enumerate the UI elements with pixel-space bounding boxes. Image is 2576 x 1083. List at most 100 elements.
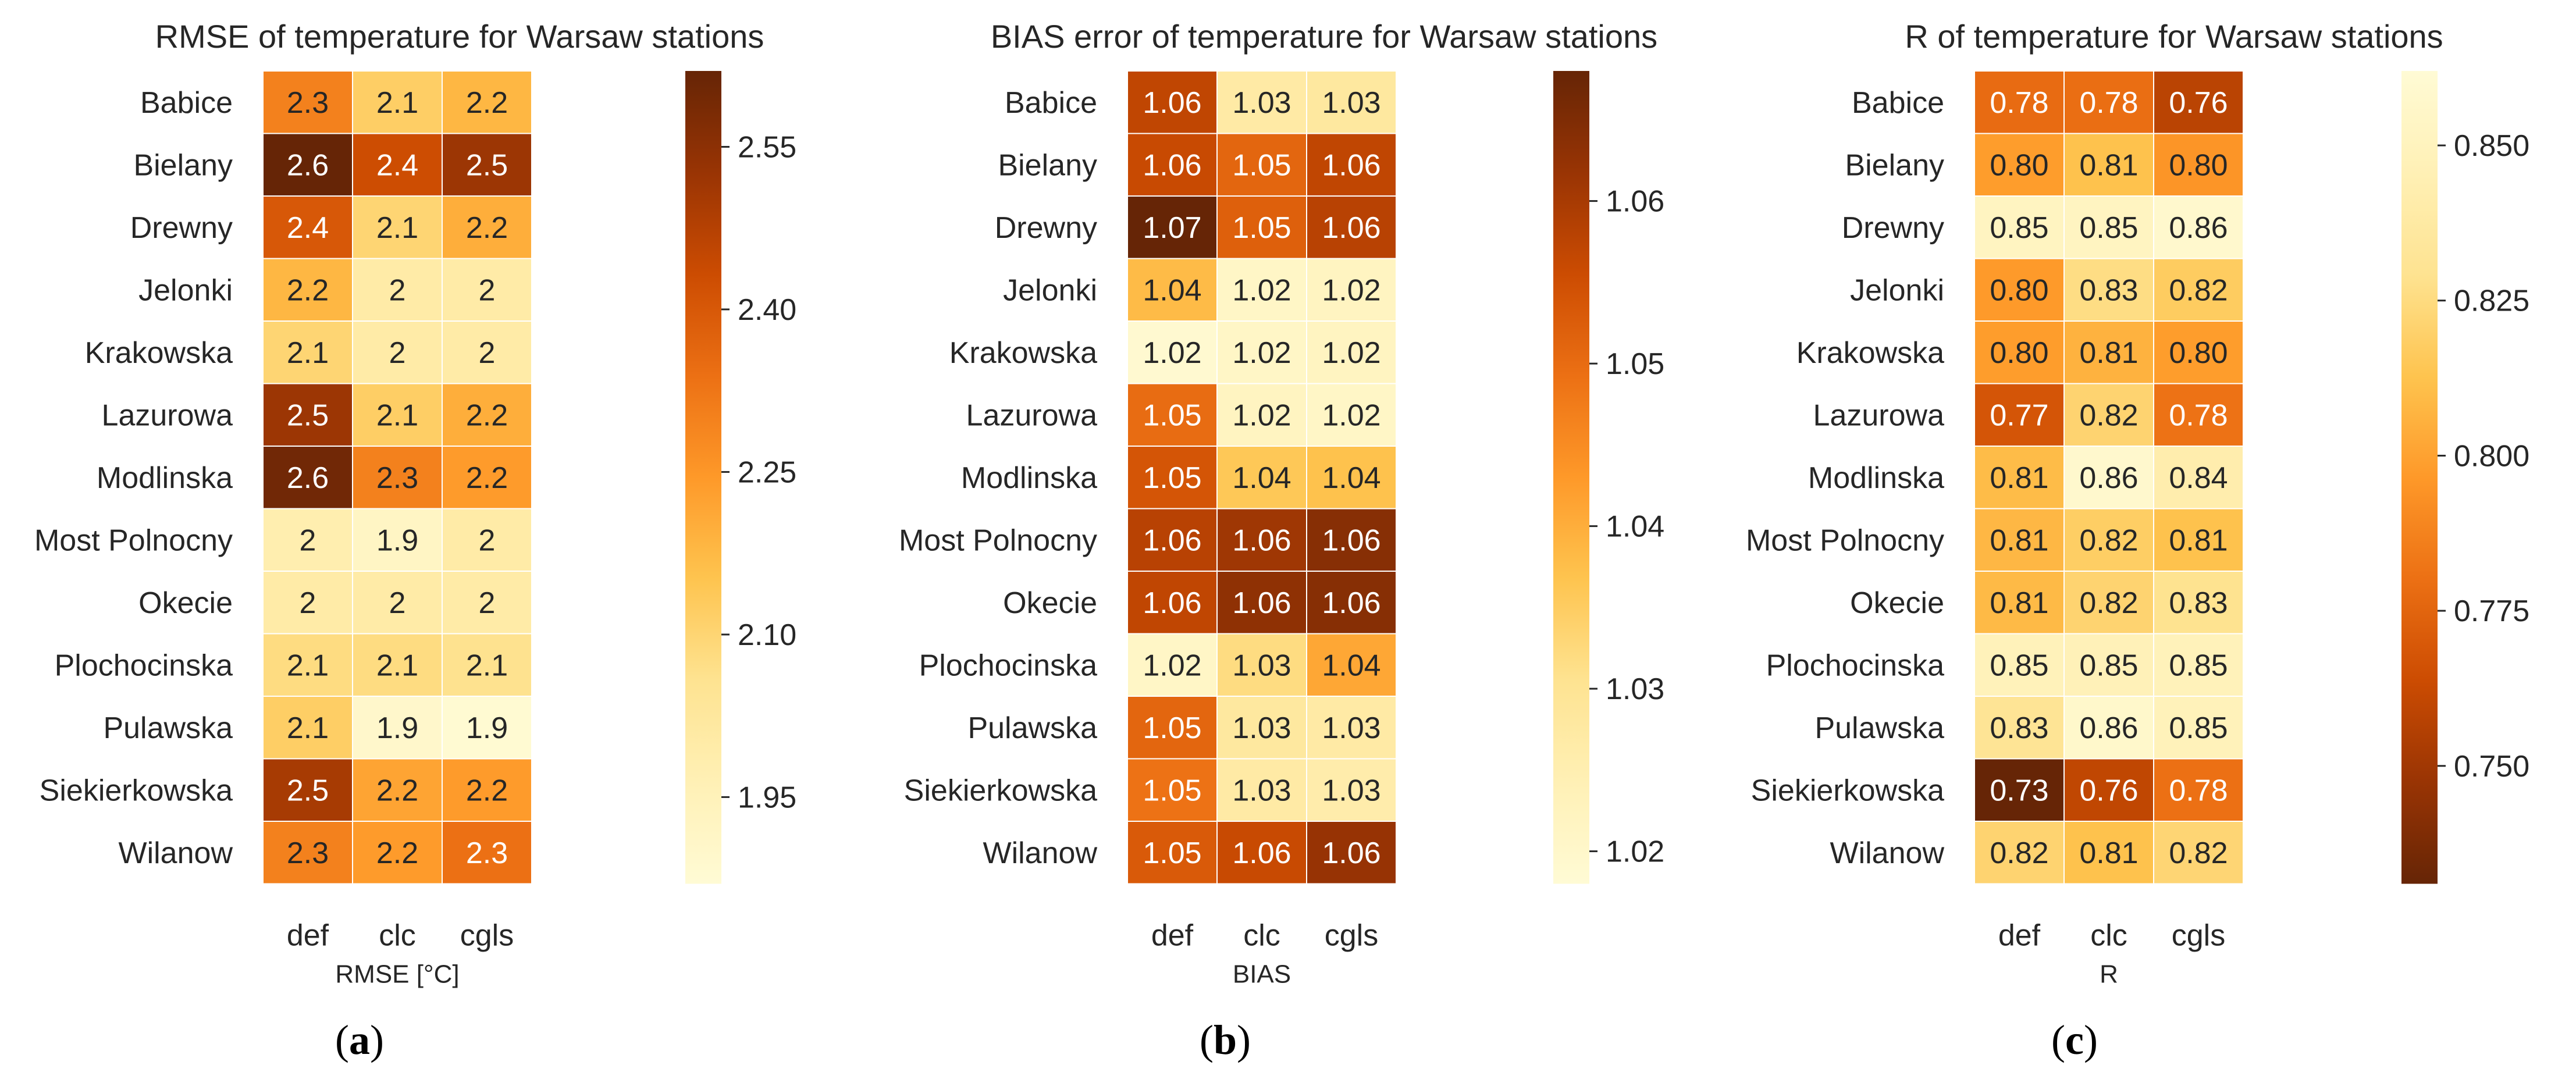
heatmap-cell-jelonki-def (1974, 258, 2065, 322)
data-label: 0.80 (2169, 336, 2228, 370)
data-label: 0.85 (2169, 711, 2228, 745)
data-label: 2.5 (287, 398, 329, 432)
heatmap-cell-wilanow-cgls (442, 821, 532, 885)
heatmap-cell-lazurowa-def (1974, 383, 2065, 447)
y-tick-label: Krakowska (1796, 336, 1944, 370)
heatmap-cell-babice-def (1974, 70, 2065, 134)
heatmap-cell-okecie-def (1974, 571, 2065, 635)
heatmap-cell-modlinska-cgls (442, 446, 532, 510)
data-label: 0.82 (2079, 398, 2138, 432)
y-tick-label: Pulawska (103, 711, 233, 745)
data-label: 1.04 (1232, 461, 1291, 495)
data-label: 1.05 (1143, 836, 1201, 870)
heatmap-cell-drewny-cgls (1306, 195, 1397, 259)
heatmap-cell-babice-cgls (1306, 70, 1397, 134)
heatmap-panel-a: RMSE of temperature for Warsaw stations 2… (34, 18, 796, 1063)
data-label: 1.02 (1143, 649, 1201, 682)
y-tick-label: Siekierkowska (1751, 774, 1944, 807)
heatmap-panel-c: R of temperature for Warsaw stations 0.78… (1746, 18, 2529, 1063)
data-label: 2 (479, 336, 496, 370)
y-tick-label: Most Polnocny (34, 523, 233, 557)
colorbar-tick-label: 1.04 (1606, 510, 1664, 544)
colorbar-tick-label: 2.55 (738, 130, 796, 164)
heatmap-cell-krakowska-clc (2063, 320, 2154, 384)
heatmap-cell-lazurowa-cgls (1306, 383, 1397, 447)
data-label: 0.82 (1990, 836, 2048, 870)
data-label: 2.2 (287, 273, 329, 307)
x-axis-label: R (2100, 960, 2118, 989)
data-label: 1.04 (1322, 649, 1380, 682)
data-label: 1.9 (466, 711, 508, 745)
data-label: 0.85 (2079, 649, 2138, 682)
data-label: 0.78 (2169, 774, 2228, 807)
data-label: 0.83 (1990, 711, 2048, 745)
heatmap-cell-lazurowa-def (1127, 383, 1218, 447)
y-tick-label: Wilanow (119, 836, 233, 870)
data-label: 2.4 (376, 148, 418, 182)
heatmap-cell-krakowska-clc (1216, 320, 1307, 384)
heatmap-cell-jelonki-cgls (2153, 258, 2244, 322)
y-tick-label: Plochocinska (919, 649, 1097, 682)
colorbar (1553, 71, 1589, 884)
data-label: 1.03 (1232, 774, 1291, 807)
chart-title: BIAS error of temperature for Warsaw sta… (991, 18, 1657, 55)
data-label: 1.03 (1232, 86, 1291, 120)
heatmap-cell-wilanow-def (262, 821, 353, 885)
heatmap-cell-siekierkowska-def (1127, 758, 1218, 822)
x-tick-label: def (287, 919, 329, 953)
y-tick-label: Jelonki (1003, 273, 1097, 307)
heatmap-cell-plochocinska-clc (352, 633, 443, 697)
heatmap-cell-plochocinska-def (262, 633, 353, 697)
colorbar-tick-label: 2.10 (738, 618, 796, 652)
data-label: 1.06 (1143, 148, 1201, 182)
x-tick-label: def (1998, 919, 2041, 953)
data-label: 2.4 (287, 211, 329, 245)
heatmap-cell-jelonki-cgls (442, 258, 532, 322)
data-label: 0.86 (2079, 461, 2138, 495)
x-axis-label: RMSE [°C] (335, 960, 459, 989)
y-tick-label: Modlinska (1808, 461, 1944, 495)
chart-title: RMSE of temperature for Warsaw stations (155, 18, 764, 55)
data-label: 1.04 (1322, 461, 1380, 495)
heatmap-cell-pulawska-cgls (2153, 696, 2244, 760)
heatmap-cell-krakowska-cgls (1306, 320, 1397, 384)
data-label: 0.84 (2169, 461, 2228, 495)
data-label: 2.5 (466, 148, 508, 182)
heatmap-cell-pulawska-clc (2063, 696, 2154, 760)
heatmap-cell-bielany-cgls (2153, 133, 2244, 197)
heatmap-cell-most-polnocny-def (1974, 508, 2065, 572)
data-label: 0.83 (2169, 586, 2228, 620)
heatmap-cell-plochocinska-cgls (1306, 633, 1397, 697)
data-label: 1.03 (1322, 86, 1380, 120)
heatmap-cell-babice-cgls (2153, 70, 2244, 134)
data-label: 2 (389, 336, 406, 370)
data-label: 0.76 (2169, 86, 2228, 120)
data-label: 2 (300, 523, 316, 557)
data-label: 2 (479, 586, 496, 620)
data-label: 2.5 (287, 774, 329, 807)
data-label: 0.81 (1990, 523, 2048, 557)
data-label: 1.02 (1322, 273, 1380, 307)
x-tick-label: cgls (1325, 919, 1378, 953)
heatmap-cell-wilanow-clc (1216, 821, 1307, 885)
heatmap-panel-b: BIAS error of temperature for Warsaw sta… (899, 18, 1664, 1063)
heatmap-cell-lazurowa-clc (2063, 383, 2154, 447)
data-label: 0.78 (2169, 398, 2228, 432)
y-tick-label: Siekierkowska (40, 774, 233, 807)
colorbar-tick-label: 2.40 (738, 293, 796, 327)
colorbar (2401, 71, 2438, 884)
data-label: 1.9 (376, 523, 418, 557)
data-label: 2.6 (287, 148, 329, 182)
data-label: 0.81 (2169, 523, 2228, 557)
heatmap-cell-drewny-def (1974, 195, 2065, 259)
heatmap-cell-plochocinska-def (1974, 633, 2065, 697)
data-label: 2.6 (287, 461, 329, 495)
y-tick-label: Modlinska (961, 461, 1097, 495)
x-axis-label: BIAS (1233, 960, 1291, 989)
y-tick-label: Drewny (130, 211, 233, 245)
heatmap-cell-pulawska-cgls (1306, 696, 1397, 760)
data-label: 1.03 (1322, 774, 1380, 807)
data-label: 2.3 (287, 836, 329, 870)
y-tick-label: Siekierkowska (904, 774, 1097, 807)
data-label: 1.05 (1143, 461, 1201, 495)
